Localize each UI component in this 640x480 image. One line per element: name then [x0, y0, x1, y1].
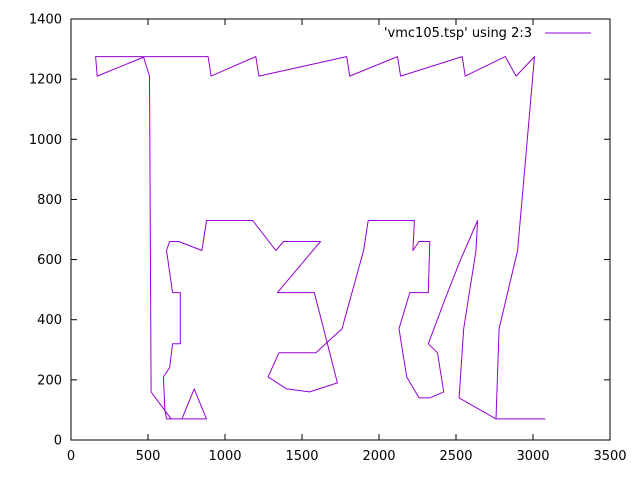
y-tick-label: 200	[37, 373, 62, 388]
y-tick-label: 1200	[29, 73, 62, 88]
axis-ticks: 0 500 1000 1500 2000 2500 3000 3500 0 200 400 600 80…	[29, 13, 627, 465]
series-layer	[95, 56, 546, 420]
x-tick-label: 500	[136, 449, 161, 464]
legend-label: 'vmc105.tsp' using 2:3	[384, 26, 532, 41]
y-tick-label: 0	[54, 434, 62, 449]
x-tick-label: 2000	[362, 449, 395, 464]
x-tick-label: 0	[67, 449, 75, 464]
series-line	[95, 56, 546, 420]
x-tick-label: 3000	[516, 449, 549, 464]
x-tick-label: 1500	[285, 449, 318, 464]
y-tick-label: 1000	[29, 133, 62, 148]
y-tick-label: 400	[37, 313, 62, 328]
plot-frame	[70, 18, 611, 441]
y-tick-label: 1400	[29, 13, 62, 28]
y-tick-label: 600	[37, 253, 62, 268]
x-tick-label: 3500	[593, 449, 626, 464]
legend: 'vmc105.tsp' using 2:3	[384, 26, 591, 41]
x-tick-label: 1000	[208, 449, 241, 464]
x-tick-label: 2500	[439, 449, 472, 464]
y-tick-label: 800	[37, 193, 62, 208]
